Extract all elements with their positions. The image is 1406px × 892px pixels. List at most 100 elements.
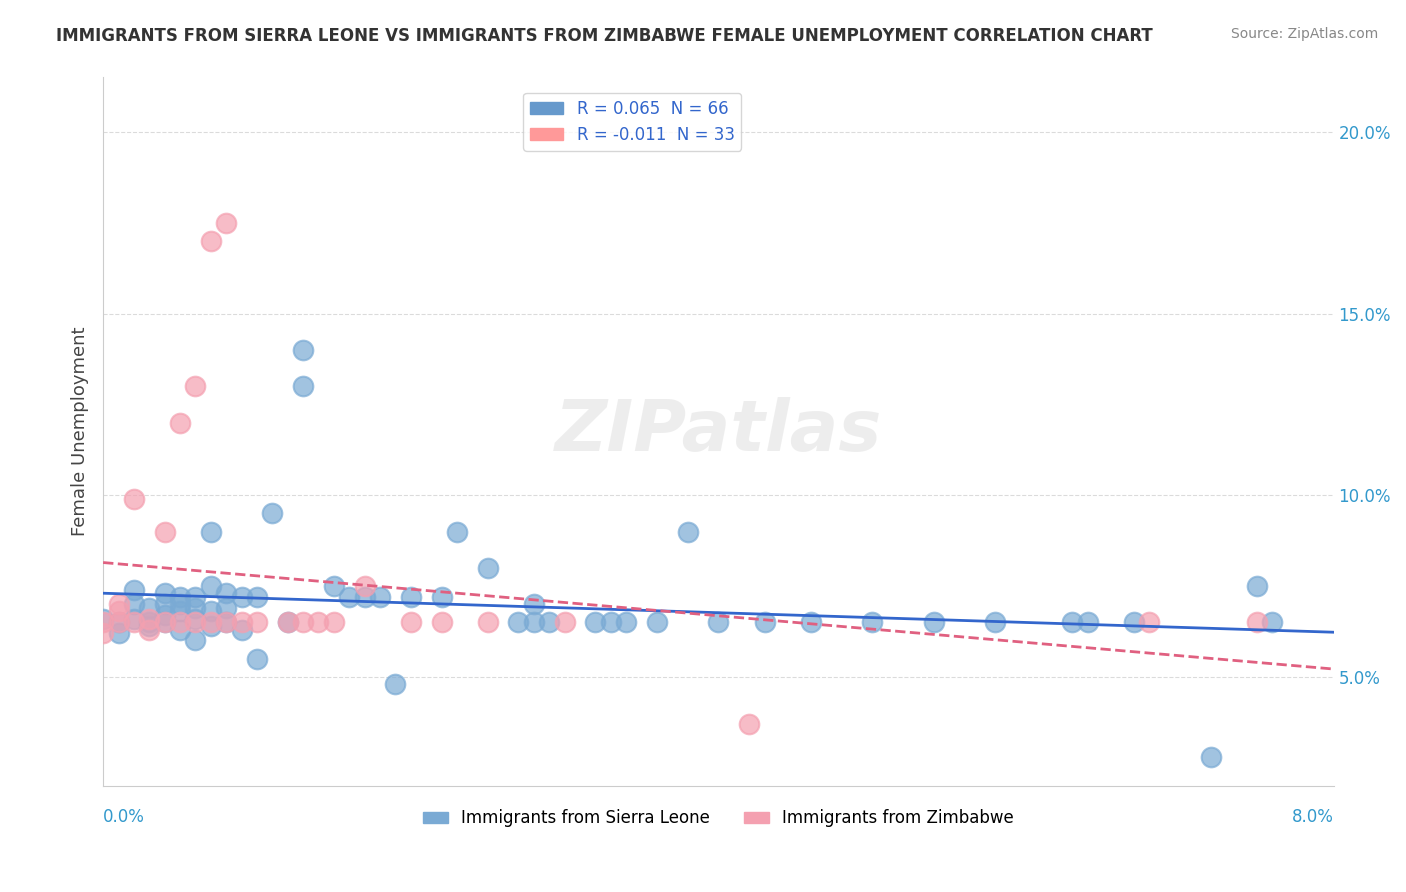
Point [184,633,207,648]
Point [91,615,114,630]
Point [200,619,222,633]
Point [384,677,406,691]
Point [122,597,145,611]
Point [246,590,269,604]
Point [292,343,315,357]
Point [353,579,375,593]
Point [523,597,546,611]
Legend: Immigrants from Sierra Leone, Immigrants from Zimbabwe: Immigrants from Sierra Leone, Immigrants… [416,803,1021,834]
Point [138,615,160,630]
Point [153,586,176,600]
Point [368,590,391,604]
Point [200,615,222,630]
Point [337,590,360,604]
Point [353,590,375,604]
Point [153,615,176,630]
Point [246,651,269,665]
Point [554,615,576,630]
Point [153,524,176,539]
Point [508,615,530,630]
Point [614,615,637,630]
Point [860,615,883,630]
Point [169,590,191,604]
Text: IMMIGRANTS FROM SIERRA LEONE VS IMMIGRANTS FROM ZIMBABWE FEMALE UNEMPLOYMENT COR: IMMIGRANTS FROM SIERRA LEONE VS IMMIGRAN… [56,27,1153,45]
Text: 8.0%: 8.0% [1292,807,1334,826]
Point [107,626,129,640]
Point [1261,615,1284,630]
Point [231,615,253,630]
Point [215,586,238,600]
Point [984,615,1007,630]
Point [169,416,191,430]
Point [583,615,606,630]
Point [138,600,160,615]
Point [153,615,176,630]
Point [262,506,284,520]
Point [1246,579,1268,593]
Point [91,612,114,626]
Point [322,579,344,593]
Point [308,615,330,630]
Point [446,524,468,539]
Point [645,615,668,630]
Point [138,619,160,633]
Point [184,379,207,393]
Point [122,582,145,597]
Point [1076,615,1098,630]
Point [184,612,207,626]
Point [399,615,422,630]
Point [200,579,222,593]
Point [169,597,191,611]
Point [1062,615,1084,630]
Point [399,590,422,604]
Point [800,615,823,630]
Point [169,615,191,630]
Point [277,615,299,630]
Point [107,597,129,611]
Point [184,590,207,604]
Point [153,608,176,623]
Point [1137,615,1160,630]
Text: 0.0%: 0.0% [103,807,145,826]
Point [107,604,129,618]
Point [599,615,621,630]
Point [153,597,176,611]
Point [1199,749,1222,764]
Point [231,590,253,604]
Point [477,615,499,630]
Point [107,615,129,630]
Point [707,615,730,630]
Point [107,615,129,630]
Y-axis label: Female Unemployment: Female Unemployment [72,326,89,536]
Point [292,379,315,393]
Point [215,615,238,630]
Point [292,615,315,630]
Point [246,615,269,630]
Point [277,615,299,630]
Point [200,604,222,618]
Point [430,615,453,630]
Point [215,216,238,230]
Point [538,615,561,630]
Point [138,612,160,626]
Point [430,590,453,604]
Point [91,626,114,640]
Point [184,615,207,630]
Point [169,604,191,618]
Point [477,561,499,575]
Point [122,491,145,506]
Point [215,615,238,630]
Point [215,600,238,615]
Point [184,600,207,615]
Point [322,615,344,630]
Point [169,623,191,637]
Point [738,717,761,731]
Point [523,615,546,630]
Point [122,612,145,626]
Point [754,615,776,630]
Point [922,615,945,630]
Point [200,234,222,248]
Point [122,615,145,630]
Point [200,524,222,539]
Point [231,623,253,637]
